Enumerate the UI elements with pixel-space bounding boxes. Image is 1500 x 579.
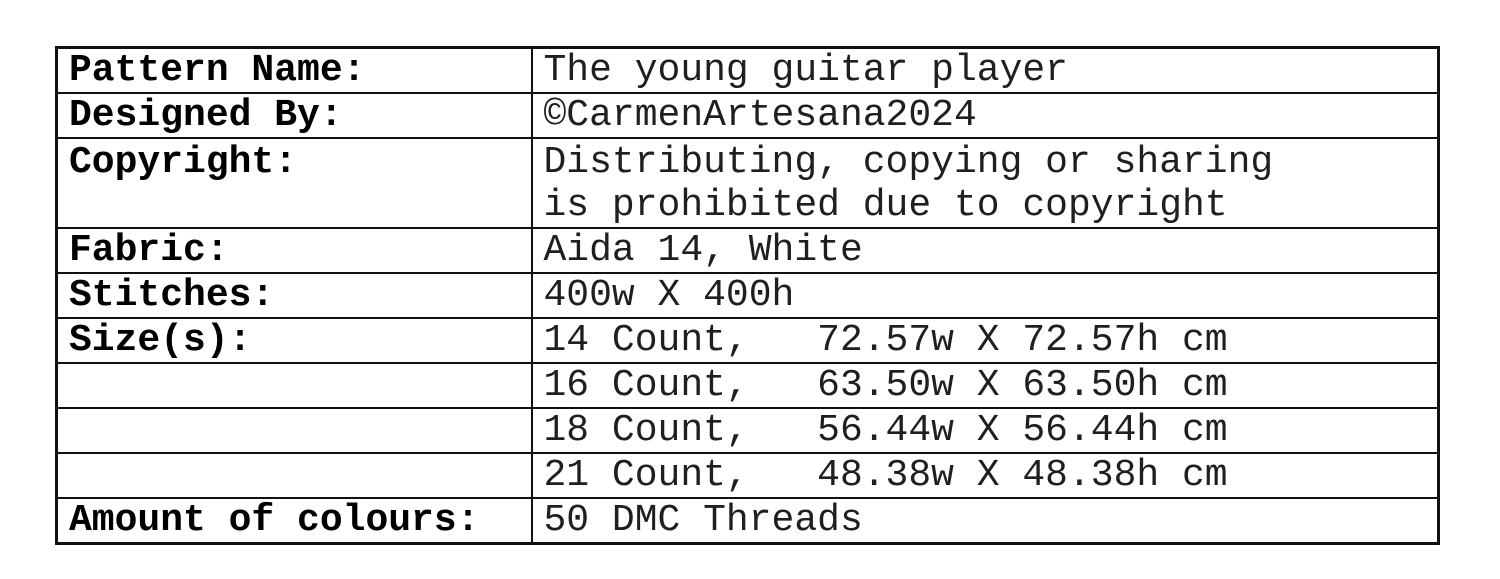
row-stitches: Stitches: 400w X 400h [55, 272, 1440, 319]
row-size-18-count: 18 Count, 56.44w X 56.44h cm [55, 407, 1440, 454]
row-fabric: Fabric: Aida 14, White [55, 227, 1440, 274]
fabric-value: Aida 14, White [530, 227, 1440, 274]
size-18-count-value: 18 Count, 56.44w X 56.44h cm [530, 407, 1440, 454]
empty-label [55, 362, 533, 409]
pattern-name-value: The young guitar player [530, 46, 1440, 94]
designed-by-value: ©CarmenArtesana2024 [530, 92, 1440, 139]
stitches-value: 400w X 400h [530, 272, 1440, 319]
row-size-14-count: Size(s): 14 Count, 72.57w X 72.57h cm [55, 317, 1440, 364]
row-size-21-count: 21 Count, 48.38w X 48.38h cm [55, 452, 1440, 499]
amount-of-colours-label: Amount of colours: [55, 497, 533, 545]
designed-by-label: Designed By: [55, 92, 533, 139]
row-designed-by: Designed By: ©CarmenArtesana2024 [55, 92, 1440, 139]
amount-of-colours-value: 50 DMC Threads [530, 497, 1440, 545]
row-copyright: Copyright: Distributing, copying or shar… [55, 137, 1440, 229]
pattern-info-table: Pattern Name: The young guitar player De… [55, 46, 1440, 545]
sizes-label: Size(s): [55, 317, 533, 364]
empty-label [55, 407, 533, 454]
fabric-label: Fabric: [55, 227, 533, 274]
stitches-label: Stitches: [55, 272, 533, 319]
size-14-count-value: 14 Count, 72.57w X 72.57h cm [530, 317, 1440, 364]
copyright-label: Copyright: [55, 137, 533, 229]
size-21-count-value: 21 Count, 48.38w X 48.38h cm [530, 452, 1440, 499]
row-pattern-name: Pattern Name: The young guitar player [55, 46, 1440, 94]
empty-label [55, 452, 533, 499]
row-size-16-count: 16 Count, 63.50w X 63.50h cm [55, 362, 1440, 409]
pattern-name-label: Pattern Name: [55, 46, 533, 94]
row-amount-of-colours: Amount of colours: 50 DMC Threads [55, 497, 1440, 545]
copyright-value: Distributing, copying or sharing is proh… [530, 137, 1440, 229]
size-16-count-value: 16 Count, 63.50w X 63.50h cm [530, 362, 1440, 409]
